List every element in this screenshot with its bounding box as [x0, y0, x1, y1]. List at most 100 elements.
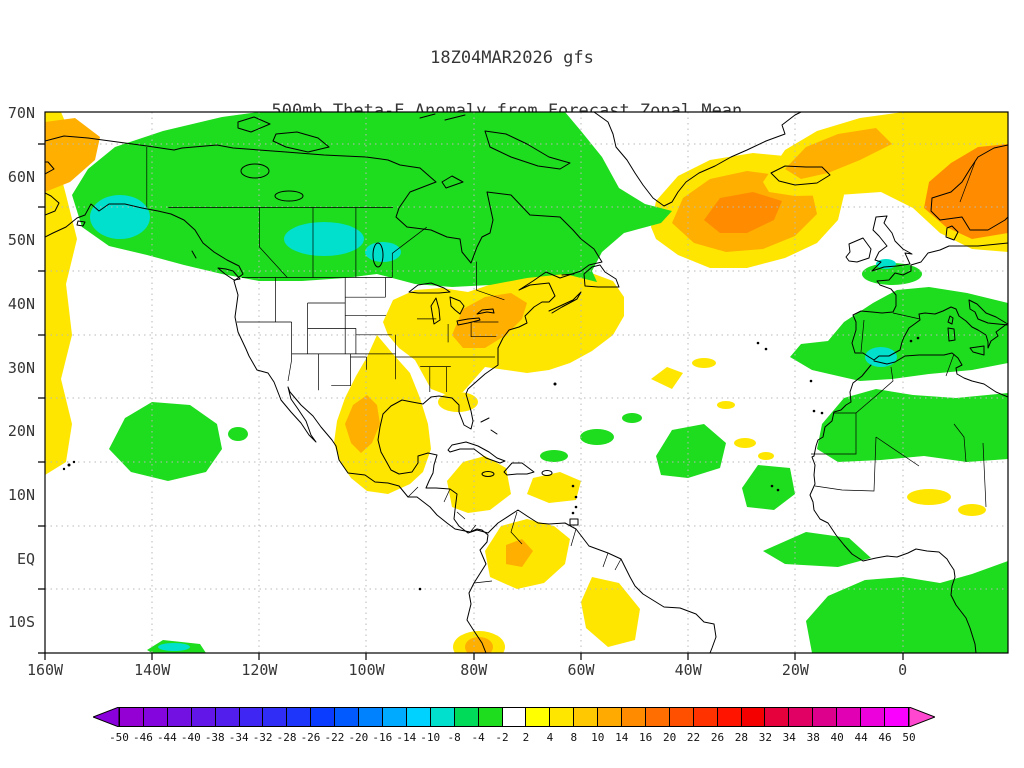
colorbar-tick-label: 22 [686, 731, 701, 744]
colorbar-segment [861, 708, 885, 726]
colorbar-segment [550, 708, 575, 726]
lon-tick-label: 20W [781, 661, 809, 679]
colorbar-segment [789, 708, 814, 726]
island-dots [62, 336, 920, 591]
colorbar-tick-label: -8 [447, 731, 461, 744]
lon-tick-label: 120W [241, 661, 278, 679]
lat-tick-label: 20N [7, 422, 35, 441]
colorbar-segment [167, 708, 192, 726]
colorbar-tick-label: 46 [878, 731, 892, 744]
colorbar-segment [622, 708, 646, 726]
lon-tick-label: 60W [567, 661, 595, 679]
colorbar-segments [119, 707, 909, 727]
lon-tick-label: 160W [26, 661, 64, 679]
colorbar-tick-label: -28 [276, 731, 297, 744]
colorbar-segment [741, 708, 766, 726]
colorbar-tick-label: 20 [662, 731, 677, 744]
colorbar-tick-label: -50 [109, 731, 129, 744]
colorbar-segment [885, 708, 908, 726]
colorbar-tick-label: -20 [348, 731, 369, 744]
colorbar-tick-label: -40 [180, 731, 201, 744]
colorbar-segment [311, 708, 336, 726]
colorbar-segment [837, 708, 862, 726]
axis-ticks [38, 143, 904, 660]
colorbar-tick-label: -44 [156, 731, 177, 744]
lat-tick-label: 60N [7, 167, 35, 186]
colorbar-segment [430, 708, 455, 726]
colorbar-tick-label: 26 [710, 731, 725, 744]
colorbar-tick-label: 16 [639, 731, 653, 744]
colorbar-segment [215, 708, 240, 726]
lon-tick-label: 40W [674, 661, 702, 679]
colorbar-tick-label: 34 [782, 731, 796, 744]
colorbar-segment [574, 708, 599, 726]
colorbar-tick-label: -26 [300, 731, 321, 744]
colorbar-segment [693, 708, 718, 726]
lat-tick-label: 10S [7, 613, 35, 632]
map-frame [38, 111, 1009, 660]
colorbar-segment [526, 708, 551, 726]
title-line-run: 18Z04MAR2026 gfs [430, 48, 594, 68]
coastlines [45, 112, 1008, 653]
colorbar-tick-label: -16 [372, 731, 393, 744]
colorbar-segment [143, 708, 168, 726]
colorbar-tick-label: 10 [591, 731, 605, 744]
colorbar-segment [191, 708, 216, 726]
colorbar-right-arrow [909, 707, 935, 727]
colorbar-left-arrow [93, 707, 119, 727]
lat-tick-label: 70N [7, 104, 35, 122]
colorbar-segment [717, 708, 742, 726]
colorbar-tick-label: -34 [228, 731, 249, 744]
colorbar-segment [263, 708, 288, 726]
colorbar-tick-label: -38 [204, 731, 225, 744]
colorbar-segment [335, 708, 360, 726]
state-borders [146, 147, 505, 392]
shading-positive [45, 112, 1008, 653]
colorbar-tick-label: -46 [133, 731, 153, 744]
lon-tick-label: 140W [134, 661, 171, 679]
lat-tick-label: 40N [7, 294, 35, 313]
lat-tick-label: 10N [7, 485, 35, 504]
colorbar-segment [813, 708, 838, 726]
lon-tick-label: 0 [898, 661, 908, 679]
colorbar-tick-label: -4 [471, 731, 485, 744]
colorbar-segment [454, 708, 479, 726]
colorbar-tick-label: 50 [902, 731, 916, 744]
colorbar-tick-label: 8 [570, 731, 578, 744]
colorbar-segment [669, 708, 694, 726]
colorbar-segment [120, 708, 144, 726]
colorbar-tick-label: 28 [734, 731, 749, 744]
country-borders [407, 161, 987, 584]
map-plot-area [38, 111, 1009, 660]
colorbar-segment [382, 708, 407, 726]
colorbar-segment [502, 708, 527, 726]
colorbar-segment [645, 708, 670, 726]
colorbar-tick-label: 2 [522, 731, 530, 744]
colorbar-segment [239, 708, 264, 726]
colorbar-tick-label: -10 [420, 731, 441, 744]
lon-tick-label: 80W [460, 661, 488, 679]
colorbar-tick-label: 44 [854, 731, 868, 744]
map-plot [38, 111, 1009, 660]
lon-axis-labels: 160W 140W 120W 100W 80W 60W 40W 20W 0 [0, 661, 1024, 681]
lon-tick-label: 100W [348, 661, 385, 679]
shading-negative [72, 112, 1008, 653]
colorbar-tick-label: -32 [252, 731, 273, 744]
colorbar-segment [478, 708, 503, 726]
lat-axis-labels: 70N 60N 50N 40N 30N 20N 10N EQ 10S [0, 0, 41, 768]
colorbar-segment [359, 708, 383, 726]
colorbar-tick-label: 14 [615, 731, 629, 744]
colorbar-segment [598, 708, 623, 726]
colorbar-tick-label: 4 [546, 731, 554, 744]
colorbar-tick-label: -22 [324, 731, 345, 744]
grid-lines [45, 112, 1008, 653]
colorbar-segment [287, 708, 312, 726]
lat-tick-label: 50N [7, 231, 35, 250]
lat-tick-label: EQ [16, 549, 35, 568]
colorbar-tick-label: -14 [396, 731, 417, 744]
colorbar-segment [765, 708, 790, 726]
colorbar-segment [406, 708, 431, 726]
colorbar-tick-label: 40 [830, 731, 844, 744]
colorbar-labels: -50 -46 -44 -40 -38 -34 -32 -28 -26 -22 -20 -16 -14-… [93, 731, 935, 747]
